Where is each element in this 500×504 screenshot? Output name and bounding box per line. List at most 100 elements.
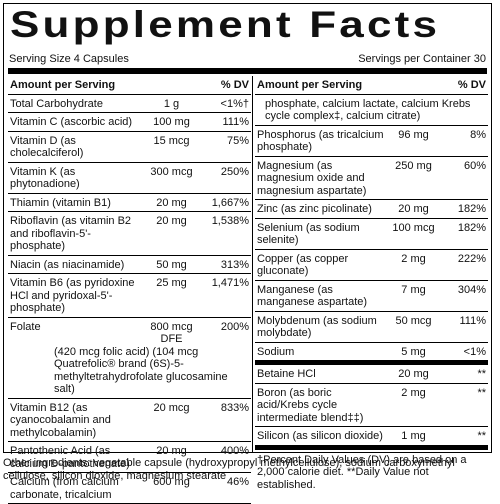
nutrient-dv: <1%† bbox=[220, 97, 249, 110]
nutrient-amount: 50 mg bbox=[156, 258, 187, 271]
nutrient-dv: ** bbox=[477, 430, 486, 442]
nutrient-row: Molybdenum (as sodium molybdate) 50 mcg 11… bbox=[255, 312, 488, 343]
footnote: †Percent Daily Values (DV) are based on … bbox=[257, 453, 467, 491]
nutrient-dv: 313% bbox=[220, 258, 249, 271]
nutrient-row: Copper (as copper gluconate) 2 mg 222% bbox=[255, 250, 488, 281]
left-column: Amount per Serving % DV Total Carbohydrate… bbox=[8, 76, 251, 504]
serving-size: Serving Size 4 Capsules bbox=[9, 53, 129, 65]
nutrient-dv: ** bbox=[477, 368, 486, 380]
header-amount: Amount per Serving bbox=[257, 79, 363, 91]
nutrient-dv: 200% bbox=[220, 320, 249, 333]
nutrient-amount: 20 mg bbox=[156, 215, 187, 227]
nutrient-dv: 60% bbox=[463, 159, 486, 172]
nutrient-row: Silicon (as silicon dioxide) 1 mg ** bbox=[255, 427, 488, 446]
nutrient-name: Total Carbohydrate bbox=[10, 97, 103, 110]
nutrient-name: Vitamin B12 (as cyanocobalamin and methy… bbox=[10, 401, 111, 439]
nutrient-dv: 182% bbox=[457, 221, 486, 234]
header-dv: % DV bbox=[220, 79, 249, 91]
nutrient-amount: 20 mg bbox=[398, 203, 429, 215]
nutrient-row: Selenium (as sodium selenite) 100 mcg 182% bbox=[255, 219, 488, 250]
nutrient-row: Sodium 5 mg <1% bbox=[255, 343, 488, 361]
nutrient-row: Folate 800 mcg DFE 200% bbox=[8, 318, 251, 348]
thick-rule bbox=[8, 68, 487, 74]
nutrient-name: Sodium bbox=[257, 345, 295, 358]
nutrient-name: Zinc (as zinc picolinate) bbox=[257, 203, 372, 215]
nutrient-dv: 46% bbox=[226, 476, 249, 488]
nutrient-name: Magnesium (as magnesium oxide and magnes… bbox=[257, 159, 367, 197]
nutrient-amount: 2 mg bbox=[401, 252, 426, 265]
nutrient-row: Phosphorus (as tricalcium phosphate) 96 m… bbox=[255, 126, 488, 157]
nutrient-dv: 182% bbox=[457, 203, 486, 215]
nutrient-amount: 50 mcg bbox=[395, 314, 432, 327]
nutrient-amount: 1 g bbox=[163, 97, 180, 110]
nutrient-amount: 5 mg bbox=[401, 345, 426, 358]
header-amount: Amount per Serving bbox=[10, 79, 116, 91]
servings-per-container: Servings per Container 30 bbox=[358, 53, 486, 65]
nutrient-amount: 20 mg bbox=[156, 445, 187, 457]
column-header: Amount per Serving % DV bbox=[255, 76, 488, 95]
nutrient-row: Vitamin K (as phytonadione) 300 mcg 250% bbox=[8, 163, 251, 194]
nutrient-name: Vitamin B6 (as pyridoxine HCl and pyrido… bbox=[10, 277, 135, 314]
nutrient-name: Folate bbox=[10, 320, 41, 333]
nutrient-dv: 400% bbox=[220, 445, 249, 457]
nutrient-name: Thiamin (vitamin B1) bbox=[10, 196, 111, 209]
nutrient-dv: 111% bbox=[222, 116, 249, 128]
nutrient-row: Vitamin C (ascorbic acid) 100 mg 111% bbox=[8, 113, 251, 132]
nutrient-row: Vitamin B12 (as cyanocobalamin and methy… bbox=[8, 399, 251, 442]
nutrient-name: Vitamin D (as cholecalciferol) bbox=[10, 134, 84, 160]
nutrient-amount: 800 mcg DFE bbox=[150, 320, 193, 346]
nutrient-name: Molybdenum (as sodium molybdate) bbox=[257, 314, 377, 340]
other-ingredients: Other ingredients: vegetable capsule (hy… bbox=[3, 457, 455, 482]
nutrient-name: Manganese (as manganese aspartate) bbox=[257, 283, 368, 309]
nutrient-dv: ** bbox=[477, 386, 486, 399]
supplement-facts-panel: Supplement Facts Serving Size 4 Capsules… bbox=[3, 3, 492, 504]
nutrient-row: Boron (as boric acid/Krebs cycle interme… bbox=[255, 384, 488, 427]
nutrient-amount: 600 mg bbox=[153, 476, 190, 488]
nutrient-dv: 75% bbox=[226, 134, 249, 147]
nutrient-dv: 833% bbox=[220, 401, 249, 414]
nutrient-amount: 1 mg bbox=[401, 430, 426, 442]
title: Supplement Facts bbox=[10, 3, 441, 46]
nutrient-row: phosphate, calcium lactate, calcium Kreb… bbox=[255, 95, 488, 126]
column-divider bbox=[252, 76, 253, 452]
nutrient-name: Niacin (as niacinamide) bbox=[10, 258, 125, 271]
nutrient-amount: 20 mg bbox=[398, 368, 429, 380]
nutrient-row: Magnesium (as magnesium oxide and magnes… bbox=[255, 157, 488, 200]
nutrient-name: Pantothenic Acid (as calcium D-pantothen… bbox=[10, 445, 130, 470]
nutrient-row: Vitamin D (as cholecalciferol) 15 mcg 75% bbox=[8, 132, 251, 163]
nutrient-row: Thiamin (vitamin B1) 20 mg 1,667% bbox=[8, 194, 251, 212]
thick-rule bbox=[255, 445, 488, 450]
nutrient-dv: 111% bbox=[459, 314, 486, 327]
nutrient-dv: <1% bbox=[463, 345, 486, 358]
nutrient-dv: 250% bbox=[220, 165, 249, 178]
nutrient-row: Riboflavin (as vitamin B2 and riboflavin… bbox=[8, 212, 251, 256]
nutrient-row: Zinc (as zinc picolinate) 20 mg 182% bbox=[255, 200, 488, 219]
column-header: Amount per Serving % DV bbox=[8, 76, 251, 95]
nutrient-dv: 1,538% bbox=[211, 215, 249, 227]
nutrient-row: Total Carbohydrate 1 g <1%† bbox=[8, 95, 251, 113]
nutrient-row: Betaine HCl 20 mg ** bbox=[255, 365, 488, 384]
nutrient-name: Vitamin C (ascorbic acid) bbox=[10, 116, 133, 128]
right-column: Amount per Serving % DV phosphate, calcium… bbox=[255, 76, 488, 495]
nutrient-amount: 300 mcg bbox=[150, 165, 193, 178]
header-dv: % DV bbox=[457, 79, 486, 91]
nutrient-amount: 7 mg bbox=[401, 283, 426, 296]
nutrient-amount: 20 mg bbox=[156, 196, 187, 209]
nutrient-name: Silicon (as silicon dioxide) bbox=[257, 430, 383, 442]
nutrient-row: Pantothenic Acid (as calcium D-pantothen… bbox=[8, 442, 251, 473]
nutrient-dv: 304% bbox=[457, 283, 486, 296]
nutrient-name: Copper (as copper gluconate) bbox=[257, 252, 349, 278]
nutrient-name: Phosphorus (as tricalcium phosphate) bbox=[257, 128, 384, 154]
nutrient-amount: 15 mcg bbox=[153, 134, 190, 147]
nutrient-name: Vitamin K (as phytonadione) bbox=[10, 165, 80, 191]
nutrient-amount: 25 mg bbox=[156, 277, 187, 289]
nutrient-name: phosphate, calcium lactate, calcium Kreb… bbox=[265, 97, 471, 123]
nutrient-row: Niacin (as niacinamide) 50 mg 313% bbox=[8, 256, 251, 274]
nutrient-row: Vitamin B6 (as pyridoxine HCl and pyrido… bbox=[8, 274, 251, 318]
nutrient-dv: 8% bbox=[470, 128, 486, 141]
nutrient-amount: 100 mcg bbox=[392, 221, 435, 234]
nutrient-amount: 20 mcg bbox=[153, 401, 190, 414]
nutrient-amount: 2 mg bbox=[401, 386, 426, 399]
thick-rule bbox=[255, 361, 488, 365]
nutrient-row: Manganese (as manganese aspartate) 7 mg 30… bbox=[255, 281, 488, 312]
